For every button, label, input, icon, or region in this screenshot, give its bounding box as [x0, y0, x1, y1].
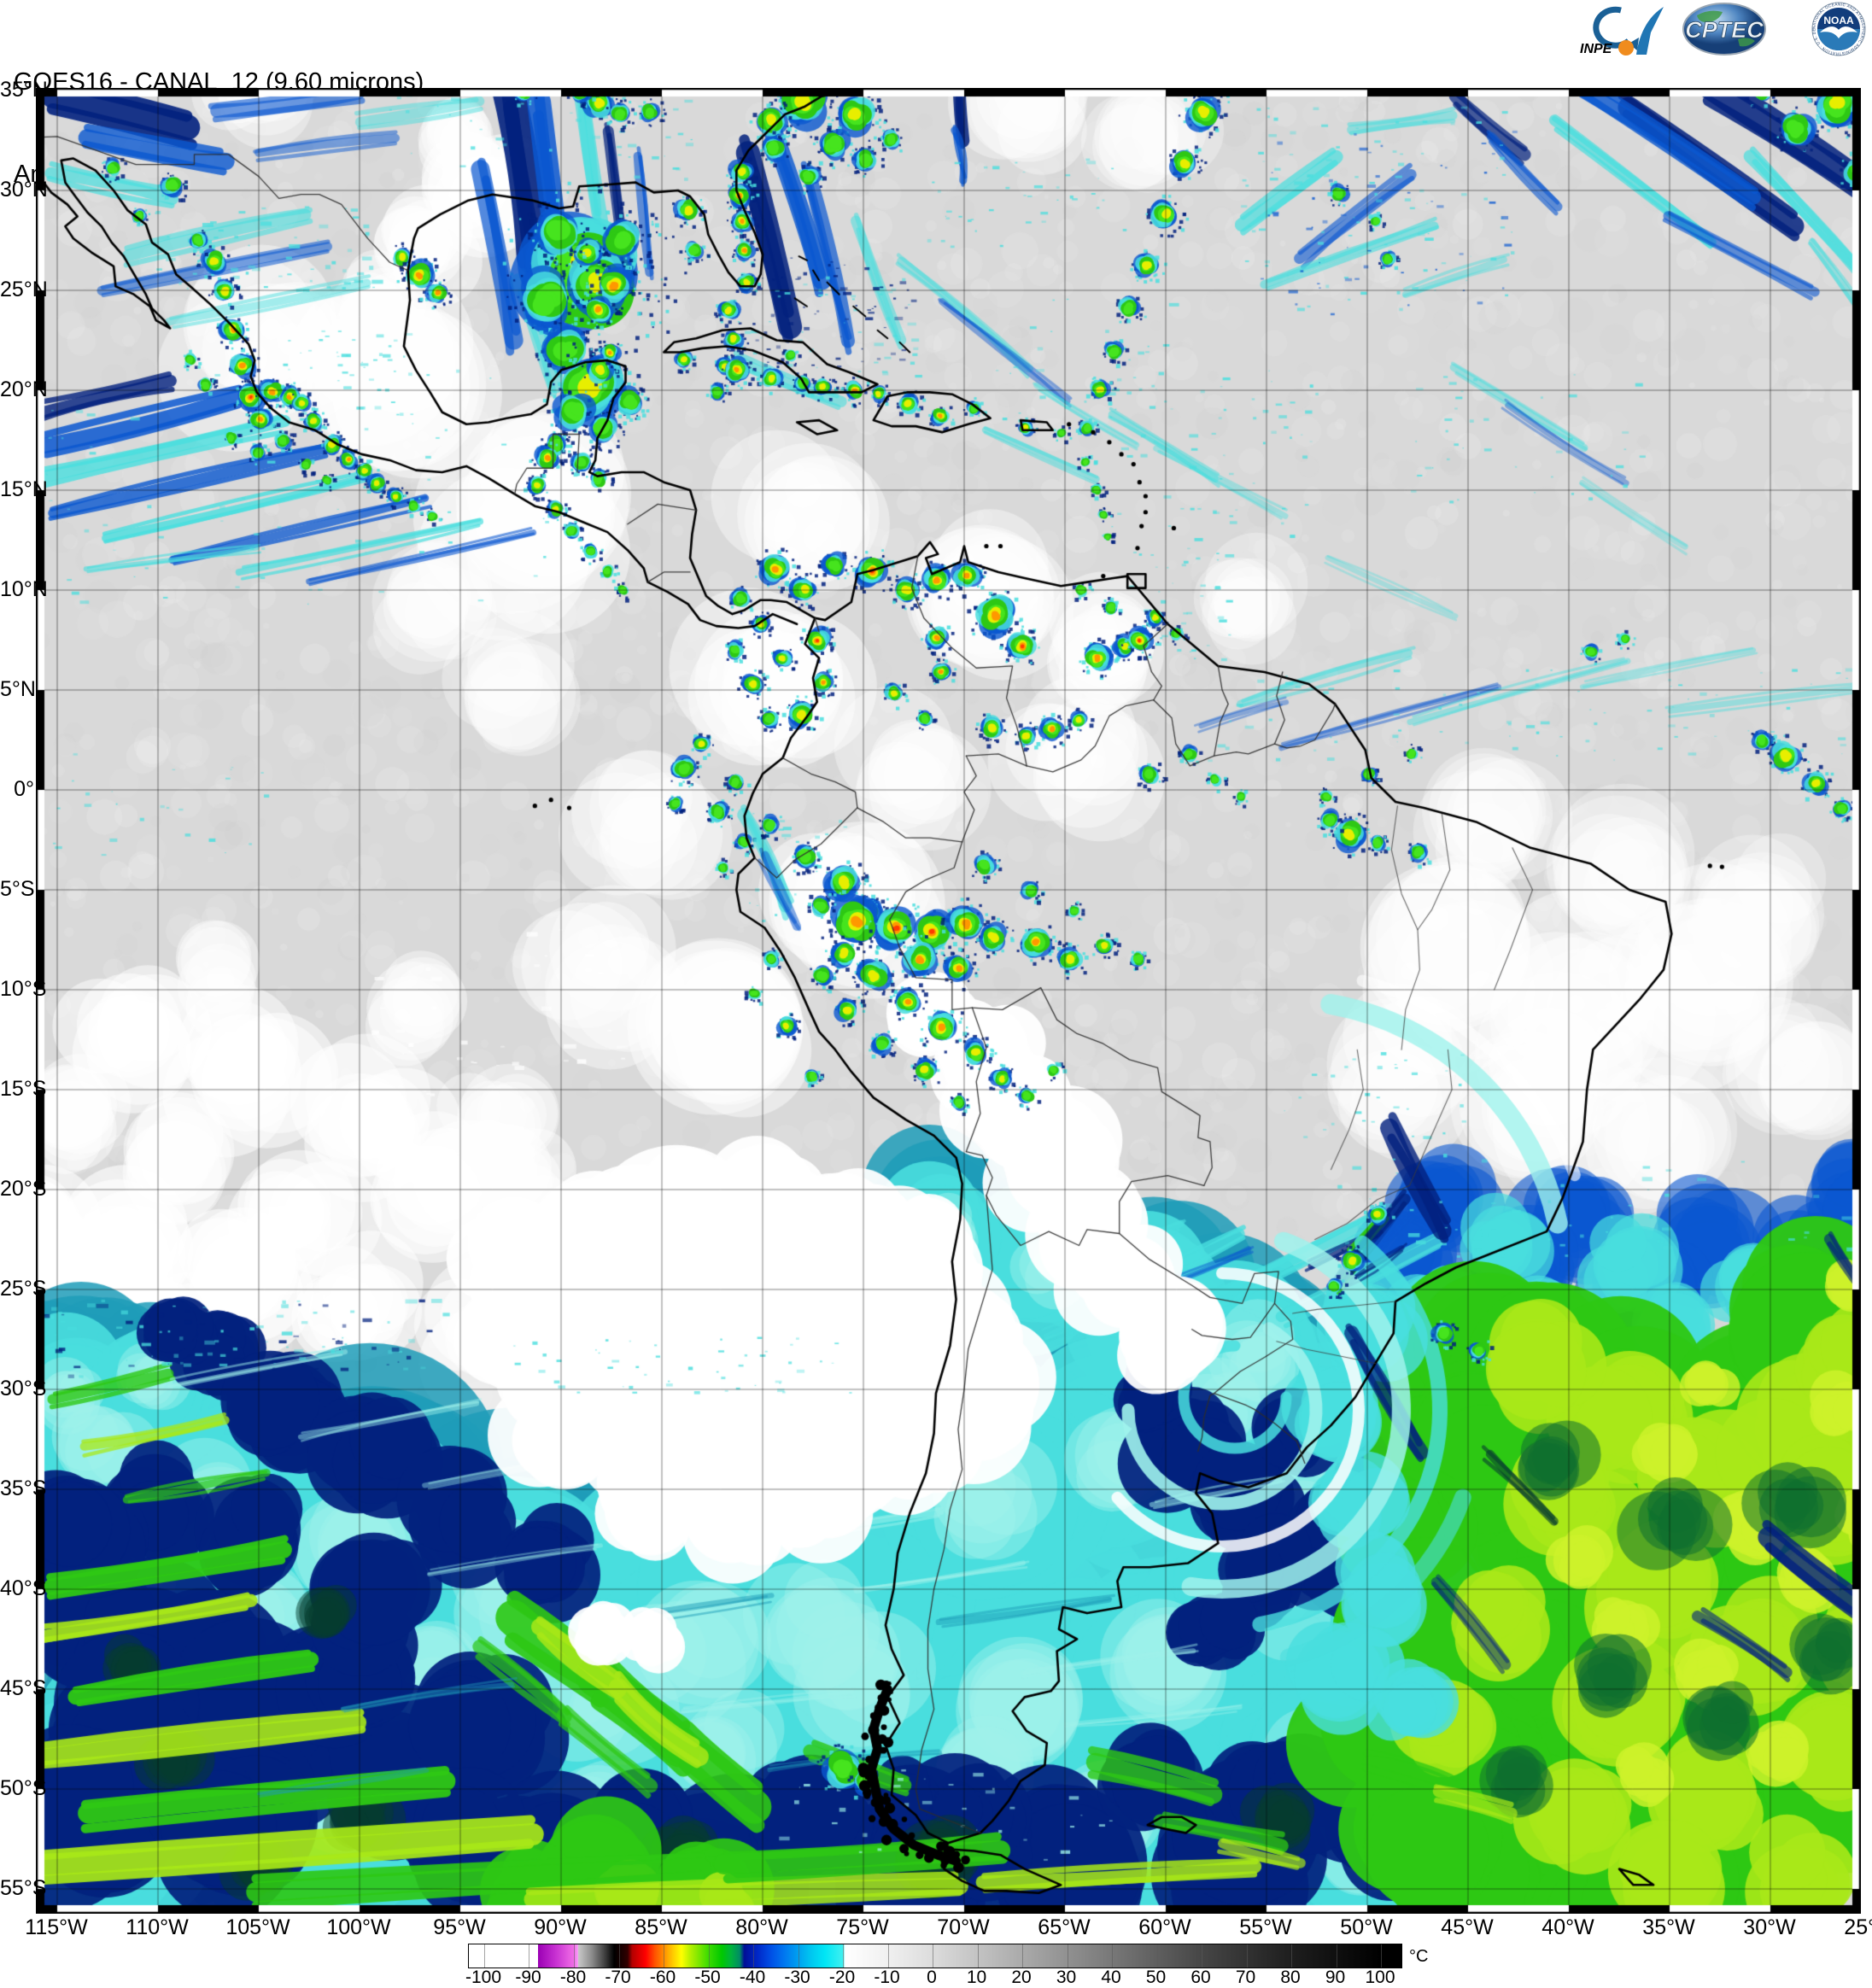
lat-label: 10°S — [0, 977, 47, 1001]
colorbar-tick-label: -70 — [605, 1968, 631, 1987]
lat-label: 10°N — [0, 577, 48, 601]
lat-label: 30°N — [0, 178, 48, 202]
lon-label: 55°W — [1239, 1915, 1292, 1939]
lat-label: 20°S — [0, 1177, 47, 1201]
lon-label: 30°W — [1743, 1915, 1796, 1939]
inpe-logo: INPE — [1580, 6, 1664, 56]
lon-label: 95°W — [433, 1915, 486, 1939]
lon-label: 25°W — [1844, 1915, 1872, 1939]
noaa-seagull-icon — [1820, 26, 1857, 38]
inpe-swoosh-icon — [1593, 6, 1631, 49]
lat-label: 5°S — [0, 877, 35, 901]
colorbar-tick-label: 100 — [1365, 1968, 1395, 1987]
lon-label: 115°W — [25, 1915, 88, 1939]
colorbar-tick-label: 0 — [927, 1968, 937, 1987]
lat-label: 15°S — [0, 1077, 47, 1101]
colorbar-tick-label: 40 — [1101, 1968, 1121, 1987]
colorbar-tick-label: -30 — [784, 1968, 810, 1987]
cptec-continent-icon — [1697, 10, 1723, 23]
colorbar-tick — [1381, 1944, 1382, 1968]
map-frame — [36, 88, 1861, 1914]
inpe-arrowhead-icon — [1629, 38, 1639, 50]
lon-label: 70°W — [937, 1915, 990, 1939]
colorbar-tick — [1156, 1944, 1158, 1968]
colorbar-unit: °C — [1409, 1947, 1429, 1966]
temperature-colorbar — [468, 1944, 1402, 1968]
lon-label: 100°W — [326, 1915, 391, 1939]
colorbar-tick-label: -40 — [739, 1968, 766, 1987]
lat-label: 15°N — [0, 477, 48, 501]
lat-label: 40°S — [0, 1576, 47, 1600]
colorbar-tick-label: 70 — [1235, 1968, 1256, 1987]
inpe-uparrow-icon — [1636, 7, 1664, 55]
colorbar-tick — [1022, 1944, 1023, 1968]
lon-label: 60°W — [1138, 1915, 1191, 1939]
colorbar-tick — [977, 1944, 979, 1968]
colorbar-tick-label: 50 — [1145, 1968, 1167, 1987]
inpe-logo-text: INPE — [1580, 42, 1613, 56]
colorbar-tick — [1246, 1944, 1248, 1968]
colorbar-tick — [708, 1944, 710, 1968]
lat-label: 25°N — [0, 278, 48, 301]
lat-label: 55°S — [0, 1876, 47, 1900]
lon-label: 110°W — [126, 1915, 189, 1939]
colorbar-tick — [573, 1944, 575, 1968]
inpe-orange-dot-icon — [1618, 40, 1634, 56]
colorbar-tick — [483, 1944, 485, 1968]
lon-label: 85°W — [635, 1915, 687, 1939]
colorbar-tick — [753, 1944, 754, 1968]
noaa-sea-icon — [1817, 29, 1860, 50]
colorbar-tick — [843, 1944, 844, 1968]
lat-label: 20°N — [0, 377, 48, 401]
lat-label: 25°S — [0, 1277, 47, 1301]
lat-label: 45°S — [0, 1676, 47, 1700]
lon-label: 75°W — [836, 1915, 889, 1939]
satellite-imagery-canvas — [37, 89, 1860, 1913]
colorbar-tick — [618, 1944, 620, 1968]
colorbar-tick-label: -60 — [649, 1968, 676, 1987]
lon-label: 35°W — [1642, 1915, 1695, 1939]
lon-label: 90°W — [534, 1915, 587, 1939]
colorbar-tick-label: -80 — [559, 1968, 587, 1987]
colorbar-tick — [1291, 1944, 1292, 1968]
colorbar-tick — [1112, 1944, 1113, 1968]
lon-label: 80°W — [735, 1915, 788, 1939]
lon-label: 40°W — [1541, 1915, 1594, 1939]
lat-label: 0° — [14, 777, 34, 801]
colorbar-tick-label: 30 — [1056, 1968, 1077, 1987]
colorbar-tick-label: 20 — [1011, 1968, 1032, 1987]
noaa-logo-text: NOAA — [1823, 15, 1854, 26]
colorbar-tick-label: 80 — [1280, 1968, 1301, 1987]
colorbar-tick-label: 90 — [1325, 1968, 1346, 1987]
cptec-logo-text: CPTEC — [1685, 17, 1764, 43]
lon-label: 65°W — [1038, 1915, 1091, 1939]
colorbar-tick — [887, 1944, 889, 1968]
colorbar-tick-label: -90 — [515, 1968, 541, 1987]
colorbar-tick-label: -20 — [828, 1968, 856, 1987]
colorbar-tick-label: -50 — [694, 1968, 721, 1987]
lon-label: 105°W — [225, 1915, 290, 1939]
cptec-logo: CPTEC — [1682, 3, 1766, 56]
colorbar-tick-label: -10 — [874, 1968, 900, 1987]
lat-label: 35°N — [0, 78, 48, 102]
cptec-continent2-icon — [1738, 38, 1755, 47]
lat-label: 30°S — [0, 1377, 47, 1400]
lat-label: 50°S — [0, 1776, 47, 1800]
colorbar-tick-label: 10 — [966, 1968, 987, 1987]
lon-label: 45°W — [1441, 1915, 1494, 1939]
lat-label: 35°S — [0, 1476, 47, 1500]
lat-label: 5°N — [0, 677, 36, 701]
noaa-logo: NATIONAL OCEANIC AND ATMOSPHERIC ADMINIS… — [1809, 2, 1866, 56]
colorbar-tick-label: -100 — [465, 1968, 502, 1987]
lon-label: 50°W — [1340, 1915, 1393, 1939]
colorbar-tick-label: 60 — [1190, 1968, 1211, 1987]
